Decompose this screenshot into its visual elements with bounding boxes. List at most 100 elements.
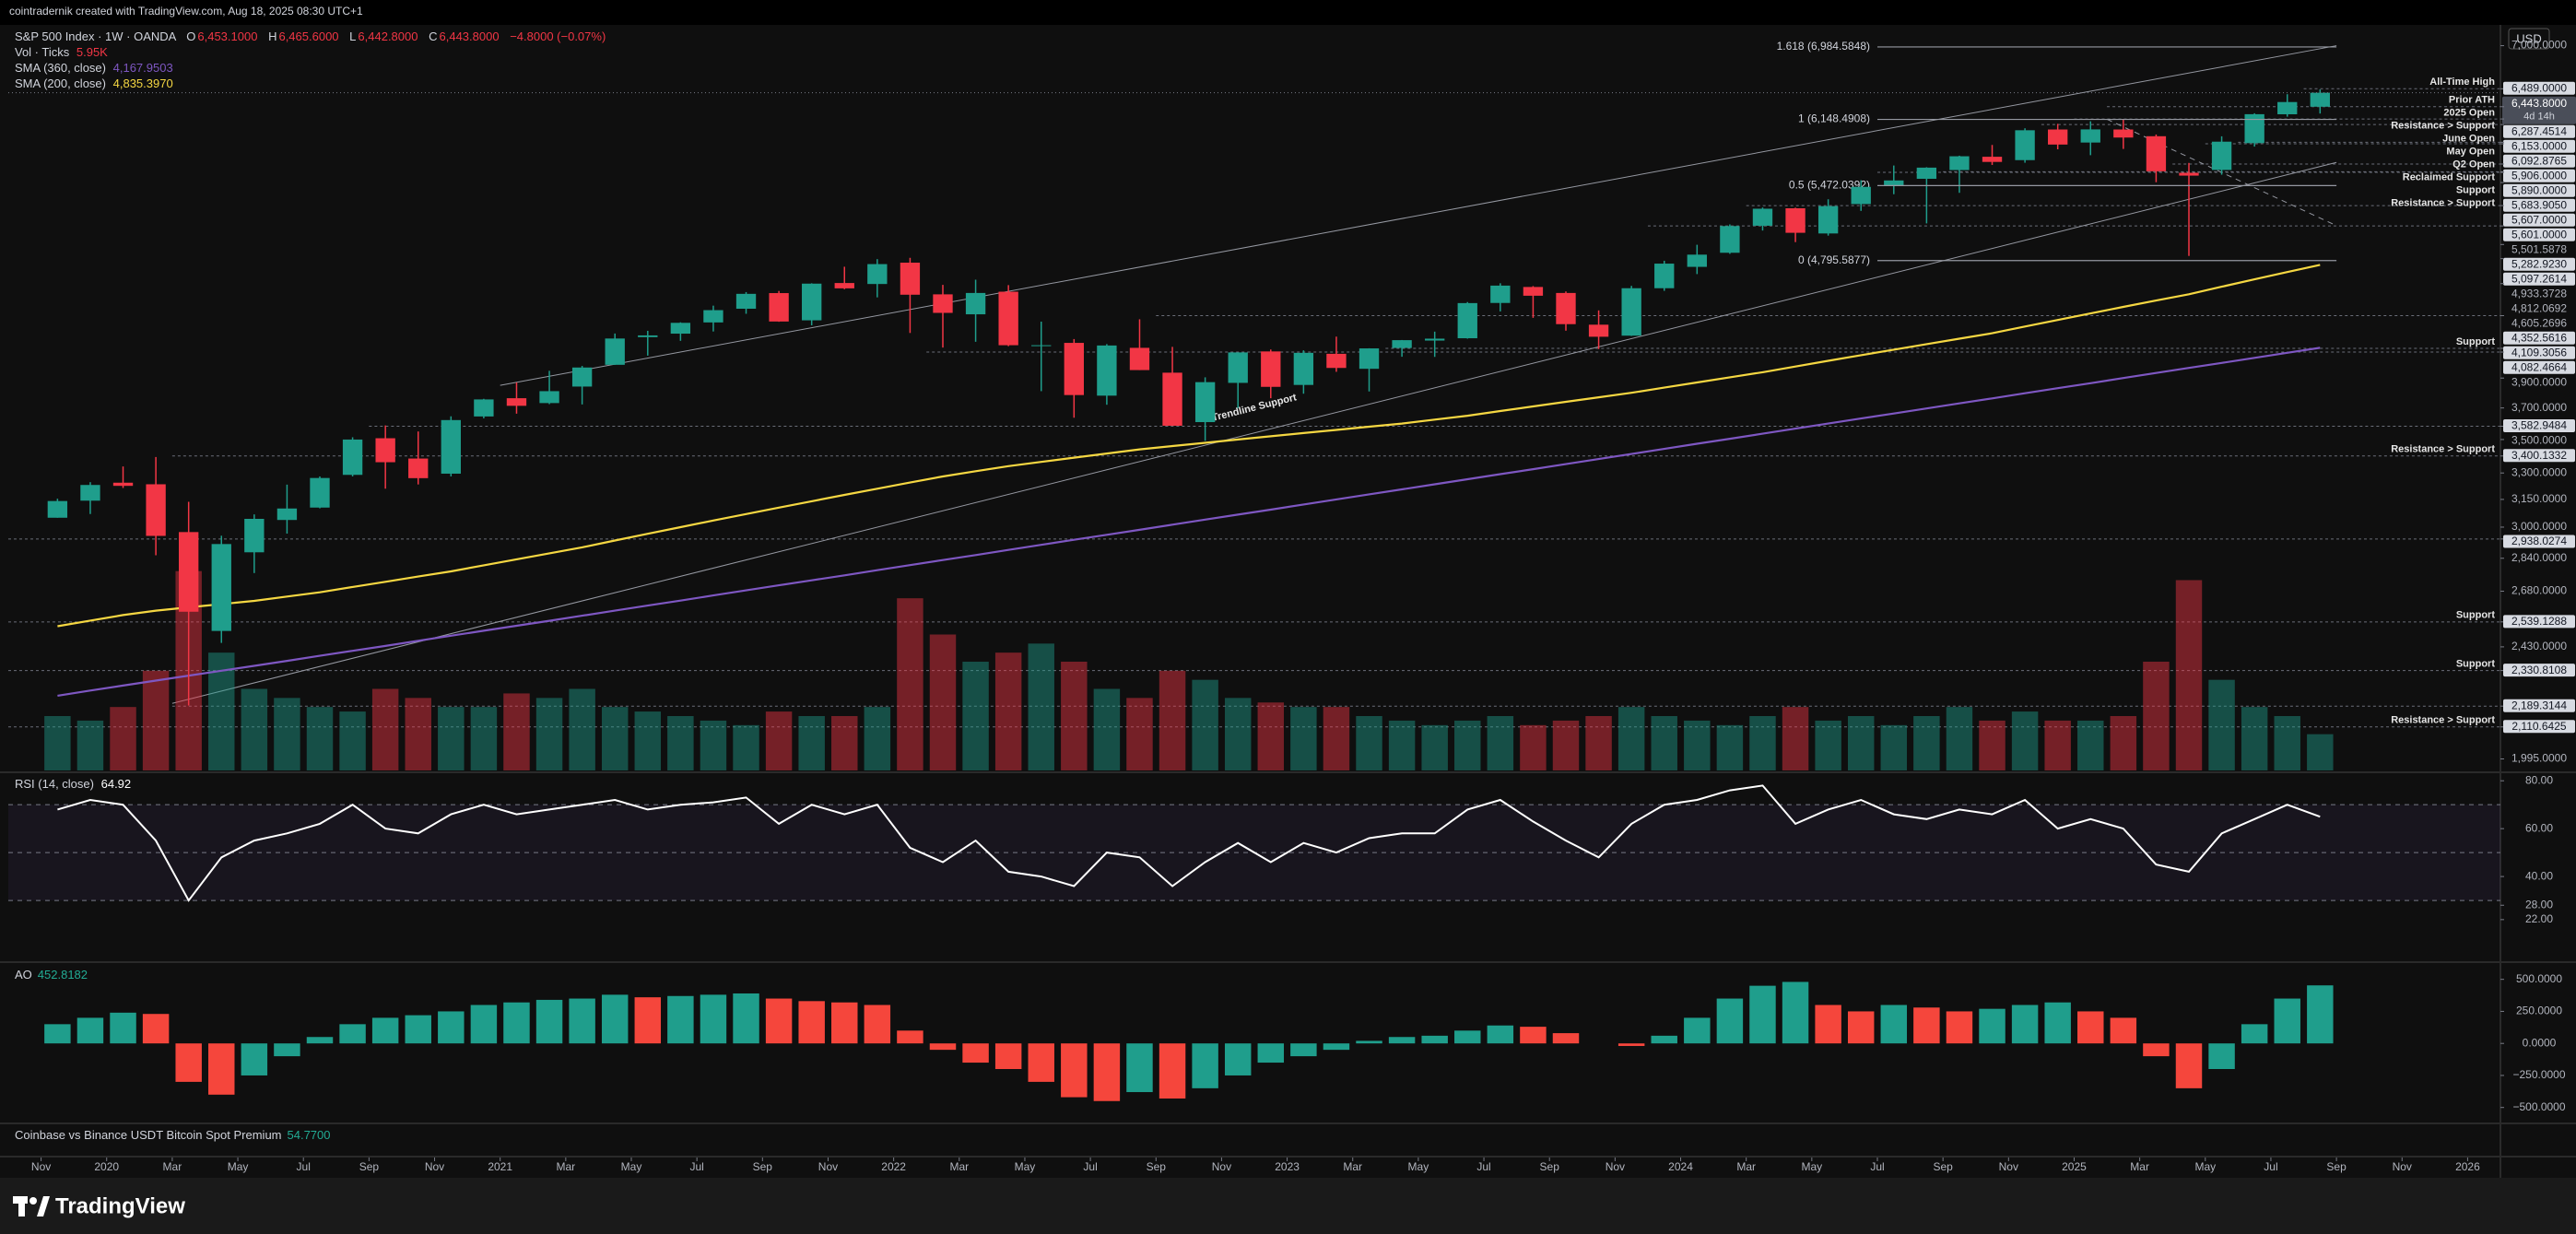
y-tick-box <box>2503 720 2575 734</box>
volume-bar <box>929 634 957 770</box>
indicator-value: 5.95K <box>76 45 108 59</box>
level-annotation: May Open <box>2446 147 2495 158</box>
axes: 7,000.0000 6,489.0000 6,443.8000 4d 14h6,28… <box>31 39 2576 1173</box>
currency-box <box>2508 28 2550 50</box>
x-tick-label: 2024 <box>1668 1160 1693 1173</box>
volume-bar <box>962 662 989 770</box>
ao-bar <box>1979 1008 2006 1044</box>
x-tick-label: 2026 <box>2455 1160 2480 1173</box>
rsi-line <box>57 784 2321 902</box>
ao-bar <box>2208 1043 2235 1069</box>
y-tick-label: 7,000.0000 <box>2511 39 2567 52</box>
x-tick-label: Mar <box>163 1160 182 1173</box>
y-tick-label: 0.0000 <box>2523 1036 2557 1049</box>
ao-bar <box>2241 1024 2268 1044</box>
candle-body <box>2015 130 2035 160</box>
y-tick-label: 3,400.1332 <box>2511 449 2567 462</box>
candle-body <box>1884 180 1904 186</box>
ao-bar <box>733 993 759 1044</box>
volume-bar <box>897 598 923 770</box>
ao-bar <box>306 1037 334 1044</box>
ao-bar <box>1323 1043 1350 1051</box>
volume-bar <box>2208 679 2235 770</box>
y-tick-box <box>2503 346 2575 359</box>
indicator-name: AO <box>15 968 32 981</box>
fib-label: 1.618 (6,984.5848) <box>1777 40 1870 53</box>
ohlc-key: H <box>268 29 277 43</box>
ao-bar <box>1126 1043 1153 1093</box>
y-tick-label: 4,352.5616 <box>2511 331 2567 344</box>
x-tick-label: Jul <box>297 1160 311 1173</box>
ao-bar <box>208 1043 235 1095</box>
volume-bar <box>569 688 595 770</box>
candle-body <box>1588 324 1609 337</box>
volume-bar <box>2044 720 2071 770</box>
ao-bar <box>470 1005 498 1044</box>
volume-bar <box>1684 720 1711 770</box>
volume-bar <box>798 716 825 770</box>
y-tick-box <box>2503 615 2575 629</box>
trendline <box>171 161 2337 704</box>
volume-bar <box>503 693 530 770</box>
y-tick-label: 4,812.0692 <box>2511 301 2567 314</box>
y-tick-label: 5,601.0000 <box>2511 228 2567 241</box>
x-tick-label: Jul <box>1476 1160 1490 1173</box>
volume-bar <box>1782 707 1809 770</box>
ao-bar <box>1617 1043 1645 1046</box>
volume-bar <box>110 707 136 770</box>
rsi-legend: RSI (14, close) 64.92 <box>15 777 131 791</box>
volume-bar <box>371 688 399 770</box>
header-bar <box>0 0 2576 25</box>
x-tick-label: 2025 <box>2062 1160 2087 1173</box>
ao-bar <box>405 1015 431 1044</box>
candle-body <box>670 323 691 335</box>
volume-bar <box>1487 716 1514 770</box>
x-tick-label: Nov <box>425 1160 444 1173</box>
candle-body <box>965 292 986 315</box>
y-tick-label: 5,683.9050 <box>2511 198 2567 211</box>
candle-body <box>375 438 395 463</box>
y-tick-box <box>2503 213 2575 227</box>
candle-body <box>1293 352 1314 385</box>
volume-bar <box>306 707 334 770</box>
ao-bar <box>1093 1043 1121 1101</box>
ao-bar <box>1520 1027 1547 1044</box>
candle-body <box>1982 157 2003 162</box>
trendline <box>500 45 2337 386</box>
x-tick-label: May <box>1408 1160 1429 1173</box>
y-tick-box <box>2503 272 2575 286</box>
price-pane: All-Time High Prior ATH 2025 Open Resistanc… <box>8 40 2500 770</box>
volume-bar <box>667 716 694 770</box>
credit: cointradernik created with TradingView.c… <box>9 5 363 18</box>
candle-body <box>1687 254 1707 267</box>
candle-body <box>703 310 723 323</box>
y-tick-box <box>2503 664 2575 677</box>
level-annotation: Support <box>2456 610 2495 621</box>
candle-body <box>1851 186 1871 205</box>
level-annotation: Reclaimed Support <box>2403 172 2496 183</box>
volume-bar <box>1815 720 1841 770</box>
ao-bar <box>1192 1043 1218 1088</box>
candle-body <box>2146 135 2167 171</box>
ao-bar <box>1651 1035 1677 1044</box>
indicator-value: 54.7700 <box>287 1128 331 1142</box>
ao-bar <box>2307 985 2334 1044</box>
y-tick-box <box>2503 535 2575 548</box>
ao-bar <box>2110 1017 2137 1044</box>
candle-body <box>276 508 298 521</box>
candle-body <box>1261 351 1281 387</box>
logo-part <box>18 1196 25 1216</box>
candle-body <box>1031 345 1052 347</box>
level-annotation: June Open <box>2442 134 2495 145</box>
ao-bar <box>1487 1025 1514 1044</box>
x-tick-label: Sep <box>753 1160 773 1173</box>
volume-bar <box>1552 720 1580 770</box>
y-tick-label: 3,150.0000 <box>2511 492 2567 505</box>
ohlc-value: 6,465.6000 <box>278 29 339 43</box>
x-tick-label: Sep <box>1933 1160 1953 1173</box>
ao-bar <box>1421 1035 1448 1044</box>
y-tick-box <box>2503 331 2575 345</box>
volume-bar <box>994 652 1022 770</box>
level-annotation: Q2 Open <box>2452 159 2495 170</box>
y-tick-box <box>2503 169 2575 182</box>
